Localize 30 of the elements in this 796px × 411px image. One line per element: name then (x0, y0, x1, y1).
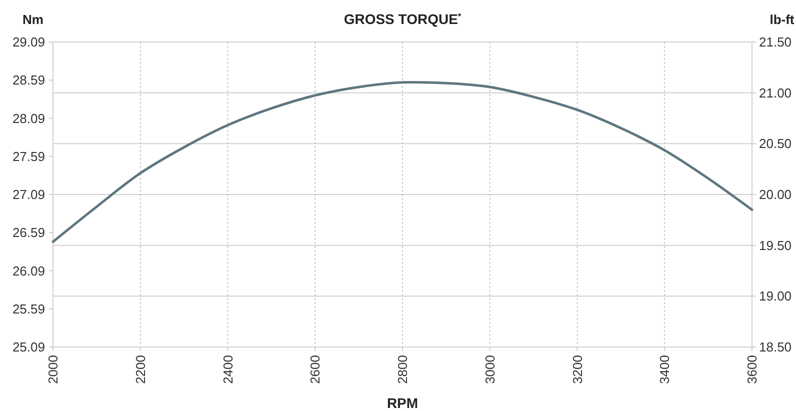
x-tick-label: 2800 (395, 355, 410, 384)
y2-tick-label: 19.00 (759, 288, 792, 304)
line-series (52, 80, 754, 244)
y2-tick-label: 21.50 (759, 34, 792, 50)
y2-tick-label: 19.50 (759, 238, 792, 253)
y-tick-label: 29.09 (12, 34, 45, 50)
y-tick-label: 28.09 (12, 110, 45, 126)
x-tick-label: 3600 (744, 355, 760, 384)
x-tick-label: 2000 (46, 355, 61, 384)
y-tick-label: 26.09 (12, 263, 45, 278)
y-tick-label: 28.59 (12, 72, 45, 88)
y2-axis-title: lb-ft (770, 12, 795, 27)
chart-title: GROSS TORQUE$^{*}$ (344, 11, 462, 27)
x-tick-label: 3000 (482, 355, 498, 384)
y2-tick-label: 20.00 (759, 187, 792, 202)
y-tick-label: 27.09 (12, 187, 45, 202)
y-tick-label: 27.59 (12, 148, 45, 164)
y-tick-label: 25.09 (12, 340, 45, 355)
x-tick-label: 3200 (570, 355, 585, 384)
x-tick-label: 2400 (220, 355, 236, 384)
y-tick-label: 25.59 (12, 301, 45, 316)
y2-tick-label: 20.50 (759, 136, 792, 152)
y-tick-label: 26.59 (12, 225, 45, 240)
y2-tick-label: 21.00 (759, 85, 792, 100)
x-tick-label: 2600 (308, 355, 323, 384)
x-axis-title: RPM (386, 395, 418, 411)
y-axis-title: Nm (22, 12, 44, 27)
x-tick-label: 3400 (657, 355, 672, 384)
y2-tick-label: 18.50 (759, 340, 792, 355)
x-tick-label: 2200 (132, 355, 148, 384)
